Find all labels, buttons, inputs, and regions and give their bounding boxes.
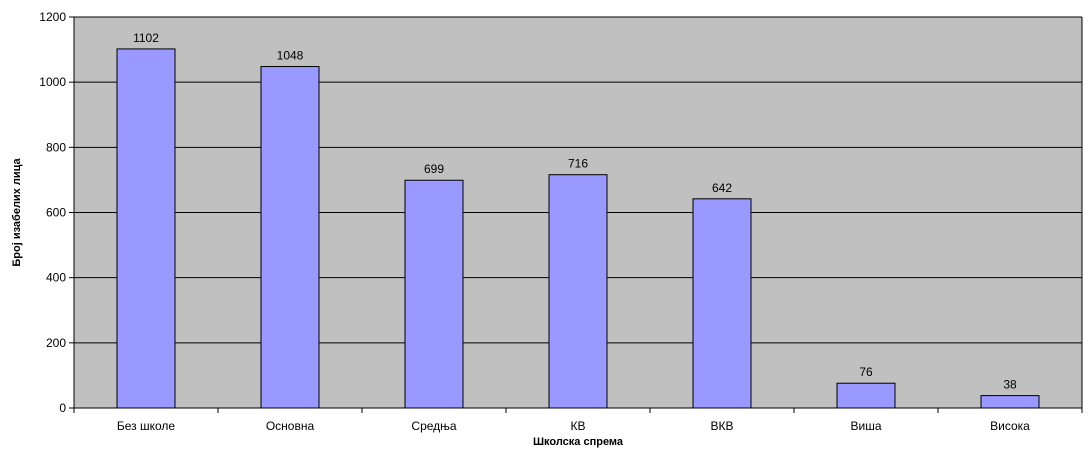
y-tick-label: 0 <box>59 401 66 415</box>
bar <box>404 179 464 409</box>
y-tick-label: 1200 <box>39 10 66 24</box>
y-tick-label: 1000 <box>39 75 66 89</box>
data-label: 1048 <box>277 49 304 63</box>
y-tick-label: 600 <box>46 206 66 220</box>
y-axis-title: Број изабелих лица <box>11 157 23 266</box>
y-tick-label: 200 <box>46 336 66 350</box>
data-label: 642 <box>712 181 732 195</box>
data-label: 716 <box>568 157 588 171</box>
bar <box>836 382 896 409</box>
x-tick-label: Без школе <box>117 419 176 433</box>
bar <box>548 174 608 409</box>
bar <box>980 395 1040 409</box>
axes <box>69 16 1083 413</box>
y-tick-label: 800 <box>46 140 66 154</box>
x-axis-title: Школска спрема <box>533 436 624 448</box>
x-tick-label: КВ <box>571 419 586 433</box>
bar <box>260 66 320 409</box>
x-tick-label: Средња <box>411 419 457 433</box>
bar <box>692 198 752 409</box>
data-label: 76 <box>859 365 873 379</box>
x-tick-label: Висока <box>990 419 1030 433</box>
x-tick-label: ВКВ <box>711 419 734 433</box>
data-label: 1102 <box>133 31 159 45</box>
bar <box>116 48 176 409</box>
y-tick-label: 400 <box>46 271 66 285</box>
data-label: 38 <box>1003 378 1017 392</box>
data-label: 699 <box>424 162 444 176</box>
x-tick-label: Основна <box>266 419 315 433</box>
labels: 0 200 400 600 800 1000 1200 1102 Без школе 1048 Ос… <box>39 10 1030 433</box>
x-tick-label: Виша <box>850 419 881 433</box>
